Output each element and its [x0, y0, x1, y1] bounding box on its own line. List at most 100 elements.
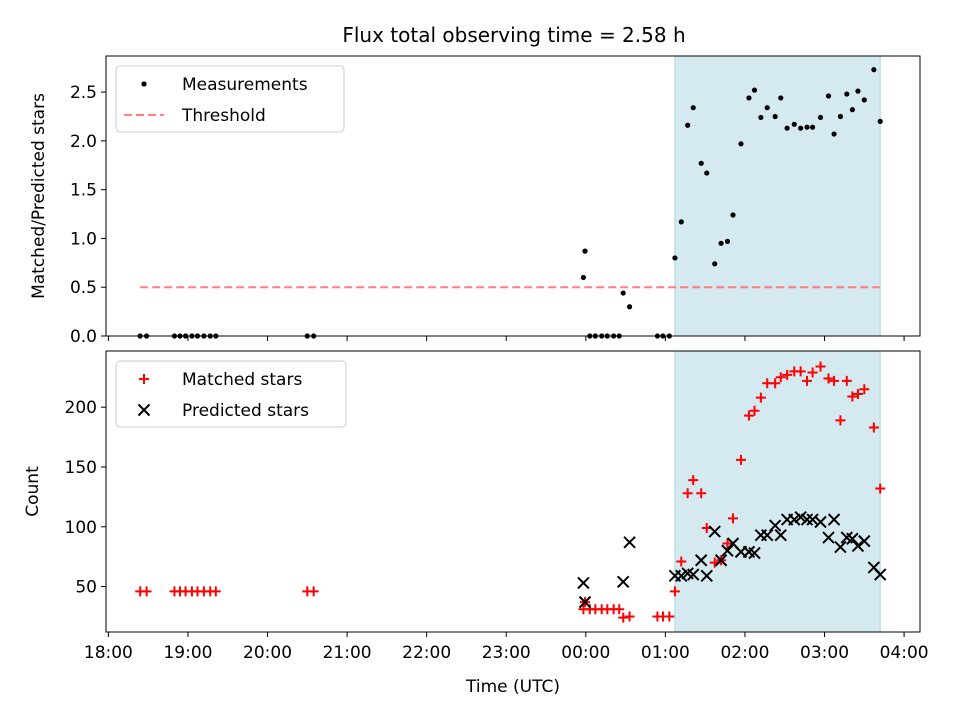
data-point	[855, 88, 861, 94]
data-point	[618, 612, 629, 623]
data-point	[718, 240, 724, 246]
data-point	[623, 536, 636, 549]
data-point	[768, 519, 782, 532]
data-point	[841, 375, 852, 386]
data-point	[822, 531, 835, 544]
shaded-region	[674, 350, 881, 633]
legend-handle	[139, 374, 149, 384]
data-point	[847, 391, 858, 402]
data-point	[814, 515, 827, 529]
data-point	[582, 248, 588, 254]
x-tick-label: 22:00	[402, 643, 451, 663]
series-matched-stars	[135, 361, 886, 623]
data-point	[802, 375, 813, 386]
legend-label: Threshold	[181, 106, 266, 126]
data-point	[688, 475, 699, 486]
data-point	[694, 554, 708, 567]
data-point	[858, 534, 871, 548]
data-point	[580, 274, 587, 281]
data-point	[751, 87, 758, 93]
data-point	[669, 586, 680, 597]
y-tick-label: 200	[65, 398, 97, 418]
data-point	[735, 454, 746, 465]
data-point	[825, 93, 832, 99]
legend-label: Measurements	[182, 75, 308, 95]
x-tick-label: 19:00	[163, 643, 212, 663]
data-point	[210, 586, 221, 597]
x-tick-label: 01:00	[641, 643, 690, 663]
data-point	[874, 568, 887, 581]
data-point	[755, 392, 766, 403]
bottom-panel: 50 100 150 200 18:00 19:00 20:00 21:00 22:00 23:0…	[23, 350, 929, 697]
data-point	[748, 546, 761, 560]
data-point	[774, 528, 787, 542]
data-point	[809, 124, 816, 130]
data-point	[714, 554, 728, 567]
x-axis-label: Time (UTC)	[465, 677, 560, 697]
y-tick-label: 1.5	[70, 181, 97, 201]
x-tick-label: 02:00	[720, 643, 769, 663]
data-point	[800, 513, 814, 526]
data-point	[624, 611, 635, 622]
data-point	[749, 405, 760, 416]
data-point	[782, 369, 793, 380]
x-tick-label: 18:00	[84, 643, 133, 663]
legend-box	[115, 65, 345, 133]
data-point	[690, 105, 696, 111]
x-tick-label: 00:00	[561, 643, 610, 663]
data-point	[672, 255, 678, 261]
data-point	[795, 366, 806, 377]
data-point	[844, 91, 850, 97]
data-point	[687, 568, 700, 581]
y-tick-label: 2.5	[70, 83, 97, 103]
data-point	[578, 595, 592, 609]
y-axis-label: Matched/Predicted stars	[29, 93, 49, 299]
data-point	[700, 569, 713, 583]
data-point	[141, 586, 152, 597]
data-point	[746, 95, 752, 101]
y-tick-label: 0.0	[70, 327, 97, 347]
legend-handle	[141, 81, 147, 87]
data-point	[675, 569, 688, 583]
data-point	[798, 125, 804, 131]
y-tick-label: 2.0	[70, 132, 97, 152]
y-tick-label: 0.5	[70, 278, 97, 298]
data-point	[770, 378, 781, 389]
data-point	[724, 238, 731, 244]
data-point	[784, 125, 790, 131]
data-point	[712, 261, 718, 267]
data-point	[722, 538, 733, 549]
data-point	[730, 212, 736, 218]
data-point	[868, 422, 879, 433]
data-point	[728, 513, 739, 524]
legend-box	[115, 360, 347, 428]
data-point	[871, 67, 877, 73]
y-tick-label: 150	[65, 458, 97, 478]
shaded-region	[674, 55, 881, 337]
data-point	[859, 384, 870, 395]
series-predicted-stars	[577, 511, 887, 609]
data-point	[852, 389, 863, 400]
data-point	[708, 525, 721, 538]
data-point	[738, 141, 744, 147]
legend: Matched stars Predicted stars	[115, 360, 347, 428]
data-point	[875, 483, 886, 494]
data-point	[851, 539, 865, 553]
axes-frame	[105, 55, 921, 337]
figure-title: Flux total observing time = 2.58 h	[342, 23, 685, 47]
data-point	[834, 540, 847, 554]
data-point	[678, 219, 684, 225]
data-point	[806, 513, 819, 526]
data-point	[721, 544, 734, 557]
data-point	[772, 113, 778, 120]
data-point	[743, 410, 754, 421]
data-point	[804, 124, 810, 130]
data-point	[823, 373, 834, 384]
data-point	[846, 532, 859, 545]
data-point	[626, 304, 633, 310]
data-point	[704, 170, 710, 176]
data-point	[685, 122, 691, 128]
data-point	[861, 97, 867, 103]
y-tick-label: 100	[65, 518, 97, 538]
